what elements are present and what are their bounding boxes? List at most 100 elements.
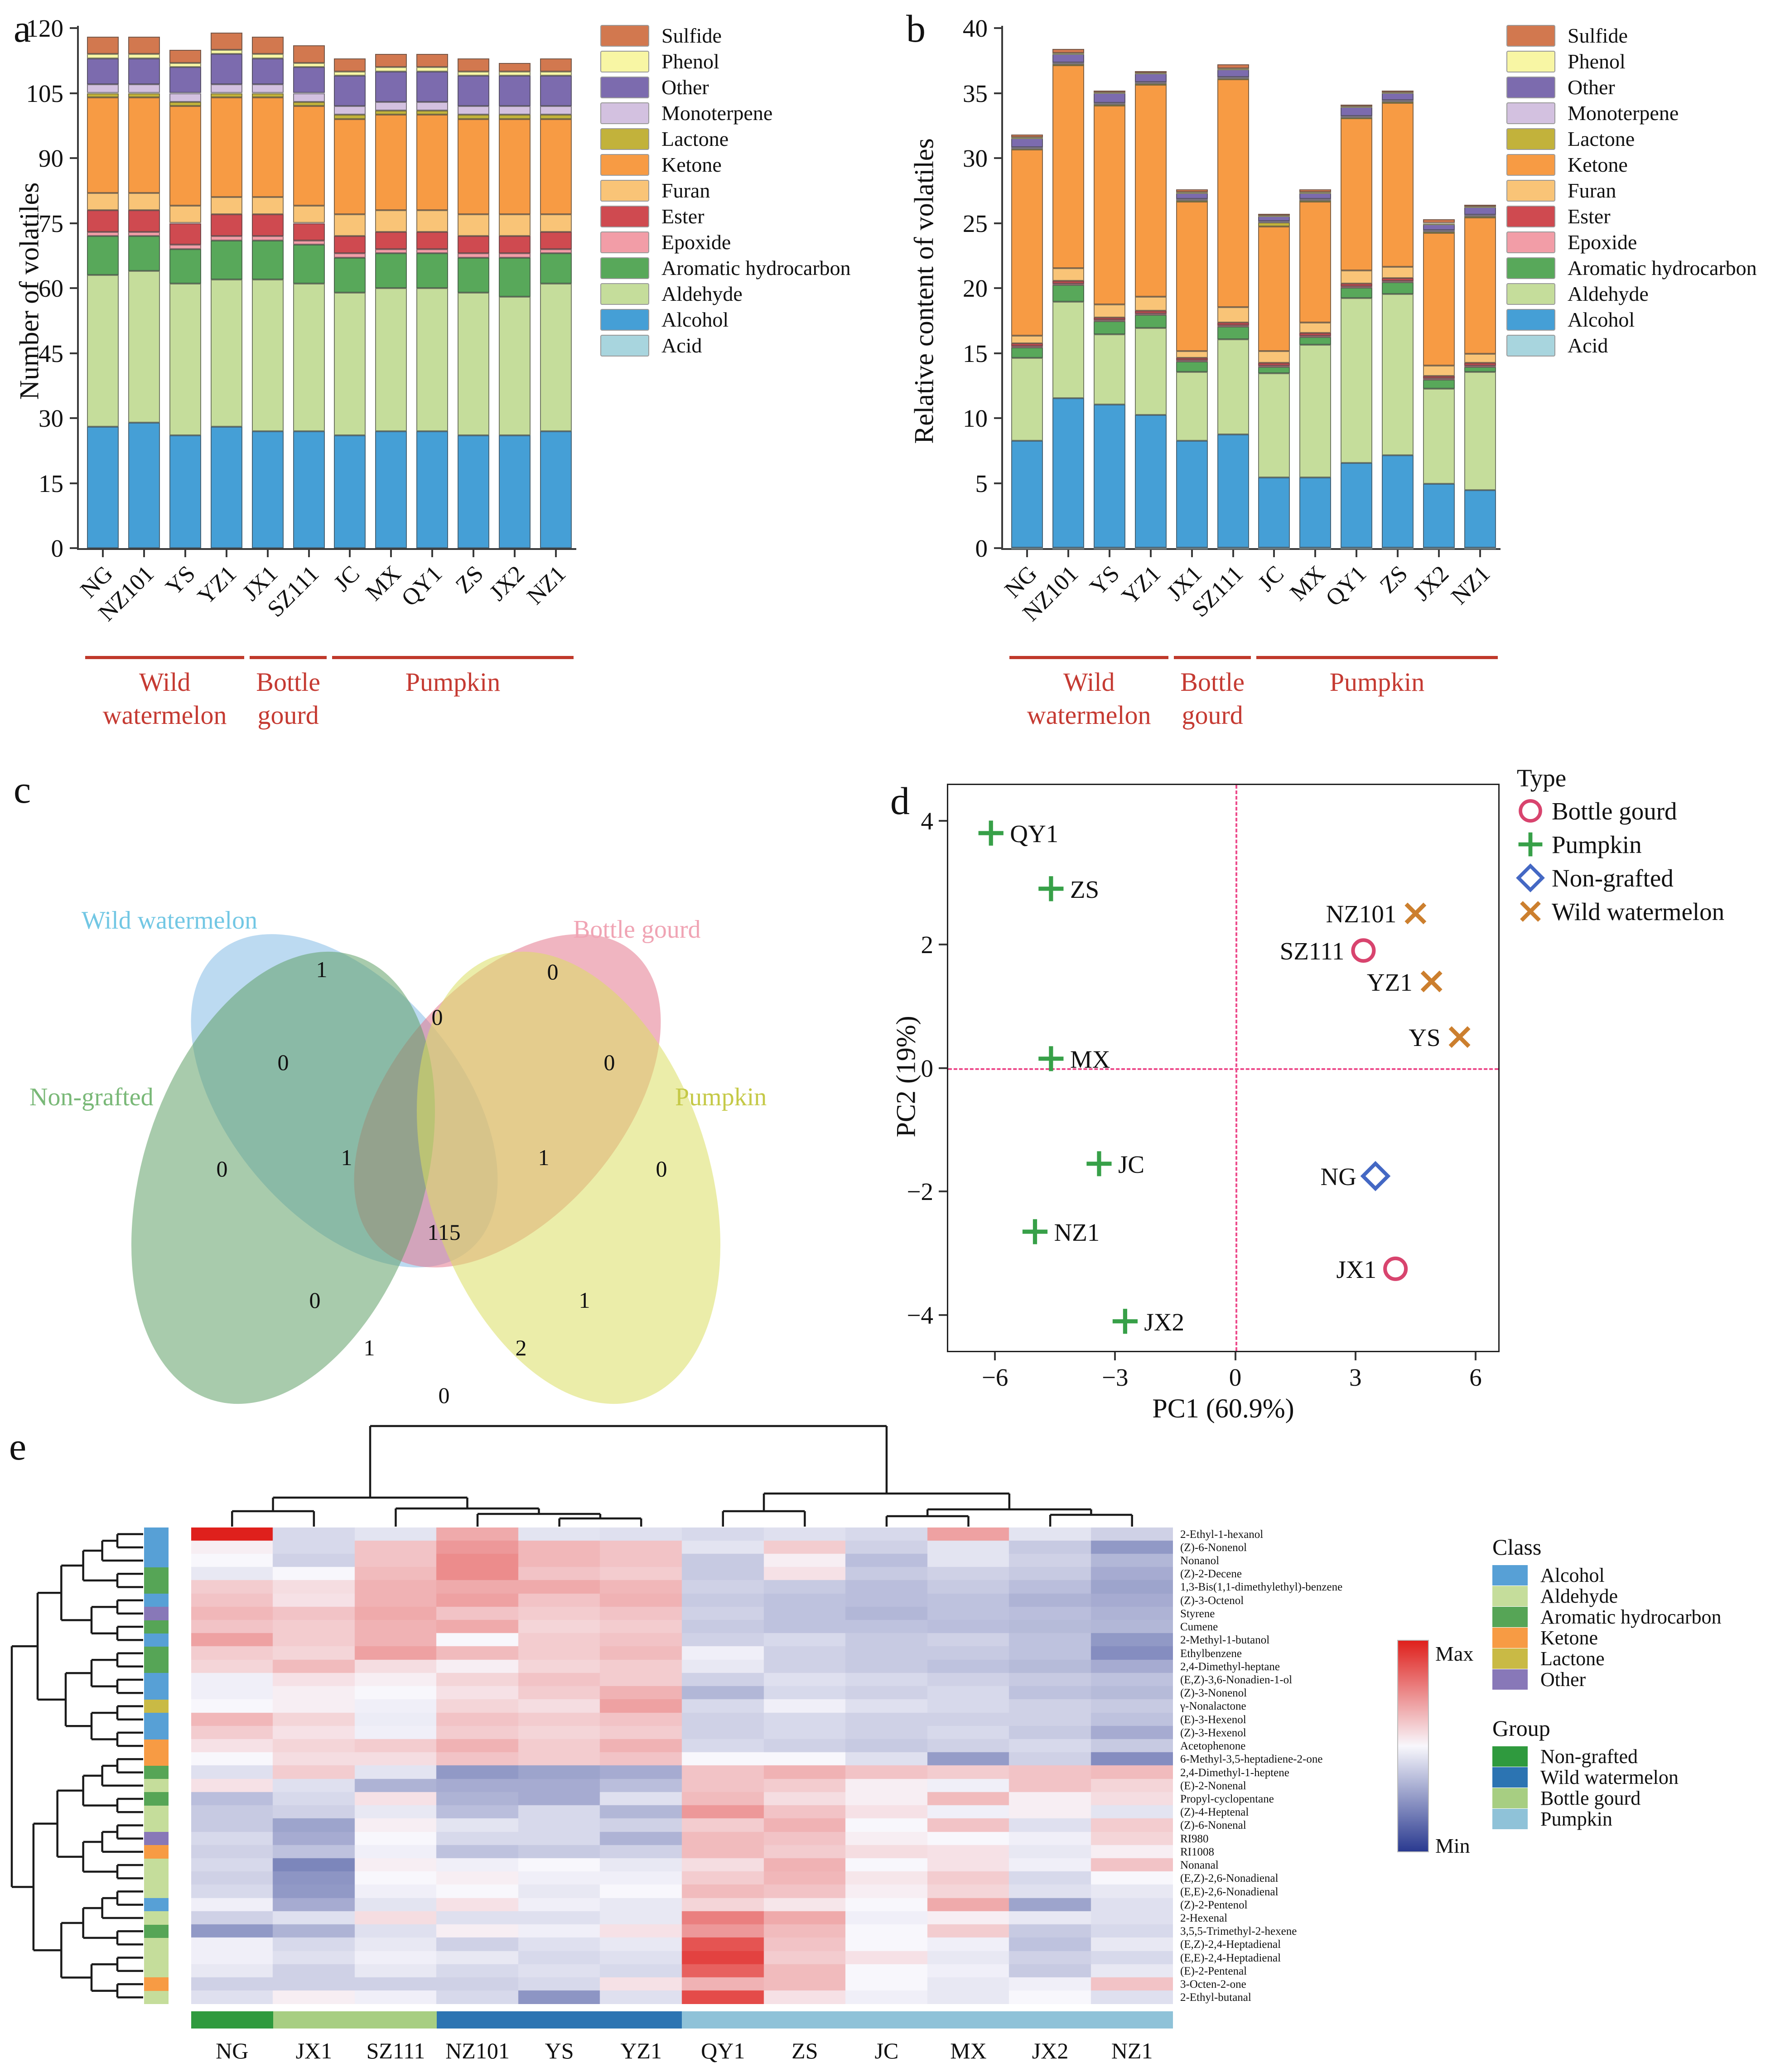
legend-swatch-Phenol [1506,51,1555,72]
bar-segment-YS-Sulfide [1094,90,1126,92]
bar-segment-ZS-Ketone [1381,103,1414,267]
legend-swatch-Ketone [600,154,649,176]
y-tick-label: 40 [963,14,988,42]
bar-segment-SZ111-Monoterpene [1217,77,1249,79]
legend-label-Ester: Ester [1568,205,1611,228]
heatmap-row-label: 2,4-Dimethyl-1-heptene [1180,1766,1289,1779]
bar-segment-JC-Furan [334,214,366,236]
heatmap-row-label: Cumene [1180,1621,1218,1634]
x-tick-mark [1396,550,1399,557]
bar-segment-JX1-Monoterpene [251,84,284,93]
bar-segment-NZ1-Epoxide [1464,365,1496,367]
bar-segment-JX1-Epoxide [251,236,284,241]
panel-a-label: a [14,7,31,50]
bar-segment-QY1-Epoxide [1341,286,1373,288]
bar-segment-YZ1-Alcohol [210,427,242,548]
bar-segment-YS-Acid [1094,547,1126,549]
row-class-strip-Aromatic hydrocarbon [144,1660,169,1673]
y-tick-label: 105 [26,79,64,107]
legend-label-Other: Other [661,76,709,99]
bar-segment-NZ101-Monoterpene [128,84,160,93]
legend-swatch-Lactone [1506,128,1555,150]
class-legend-swatch-Alcohol [1492,1565,1528,1585]
heatmap-row-label: 3-Octen-2-one [1180,1978,1246,1991]
bar-segment-YZ1-Epoxide [1134,313,1167,315]
bar-segment-JC-Sulfide [334,58,366,72]
heatmap-row-label: 1,3-Bis(1,1-dimethylethyl)-benzene [1180,1581,1343,1594]
bar-segment-MX-Other [375,71,407,102]
bar-segment-YS-Furan [1094,304,1126,318]
y-tick-mark [70,92,77,94]
heatmap-column-label: JX2 [1032,2038,1069,2063]
bar-segment-QY1-Monoterpene [416,101,449,111]
bar-segment-ZS-Ester [457,236,489,254]
plot-frame [947,784,1500,1352]
bar-segment-SZ111-Aldehyde [293,284,325,431]
group-legend-swatch-Non-grafted [1492,1746,1528,1767]
bar-segment-JX1-Alcohol [251,431,284,548]
bar-segment-JC-Epoxide [1258,365,1290,367]
legend-swatch-Epoxide [600,231,649,253]
heatmap-colorbar [1397,1640,1429,1852]
y-tick-label: 120 [26,14,64,42]
bar-segment-JX1-Aromatic hydrocarbon [1176,361,1208,372]
row-class-strip-Alcohol [144,1633,169,1647]
venn-ellipses [131,934,721,1404]
bar-segment-NZ101-Sulfide [128,37,160,54]
bar-segment-ZS-Aromatic hydrocarbon [1381,282,1414,294]
heatmap-column-label: JC [874,2038,899,2063]
bar-segment-JX1-Sulfide [251,37,284,54]
x-tick-mark [143,550,145,557]
bar-segment-ZS-Ester [1381,278,1414,281]
bar-segment-YZ1-Other [210,54,242,85]
bar-segment-YZ1-Monoterpene [210,84,242,93]
bar-segment-MX-Epoxide [375,249,407,254]
venn-region-count: 0 [309,1287,321,1313]
bar-segment-YZ1-Lactone [210,93,242,98]
venn-region-count: 115 [427,1219,461,1245]
bar-segment-JX1-Epoxide [1176,360,1208,362]
bar-segment-NZ1-Ester [1464,363,1496,366]
bar-segment-YS-Epoxide [169,245,202,249]
bar-segment-YS-Ester [1094,317,1126,320]
bar-segment-JX1-Phenol [1176,192,1208,194]
bar-segment-NZ1-Sulfide [540,58,572,72]
x-tick-mark [266,550,269,557]
column-group-strip-Wild watermelon [436,2011,682,2029]
bar-segment-MX-Monoterpene [375,101,407,111]
bar-segment-YS-Aromatic hydrocarbon [169,249,202,284]
bar-segment-JX1-Acid [1176,547,1208,549]
bar-segment-YZ1-Ester [210,214,242,236]
bar-segment-JC-Ester [1258,363,1290,366]
row-class-strip-Aromatic hydrocarbon [144,1567,169,1581]
bar-segment-YZ1-Epoxide [210,236,242,241]
y-tick-mark [70,287,77,289]
bar-segment-JC-Aldehyde [1258,373,1290,477]
heatmap-row-label: Nonanol [1180,1555,1220,1567]
crosshair-horizontal [948,1068,1498,1070]
bar-segment-MX-Aldehyde [375,288,407,431]
bar-segment-MX-Phenol [1299,192,1332,194]
bar-segment-ZS-Epoxide [457,253,489,258]
column-group-strip-Non-grafted [191,2011,273,2029]
x-tick-mark [1356,550,1358,557]
group-label-line: Wild [1063,667,1115,697]
bar-segment-NZ1-Aromatic hydrocarbon [1464,366,1496,372]
bar-segment-NZ101-Epoxide [128,231,160,236]
x-tick-mark [994,1352,996,1360]
bar-segment-QY1-Alcohol [416,431,449,548]
y-tick-mark [994,417,1001,419]
heatmap-row-label: γ-Nonalactone [1180,1700,1246,1713]
bar-segment-JC-Ketone [334,119,366,215]
bar-segment-JX2-Phenol [1423,223,1455,225]
row-class-strip-Alcohol [144,1541,169,1554]
heatmap-row-label: RI980 [1180,1832,1209,1845]
bar-segment-NZ101-Ketone [1052,65,1085,268]
y-tick-mark [70,27,77,29]
bar-segment-NZ1-Sulfide [1464,205,1496,207]
bar-segment-JC-Ester [334,236,366,254]
y-tick-label: 0 [51,535,64,562]
heatmap-row-label: Styrene [1180,1607,1215,1620]
venn-region-count: 2 [515,1335,527,1360]
